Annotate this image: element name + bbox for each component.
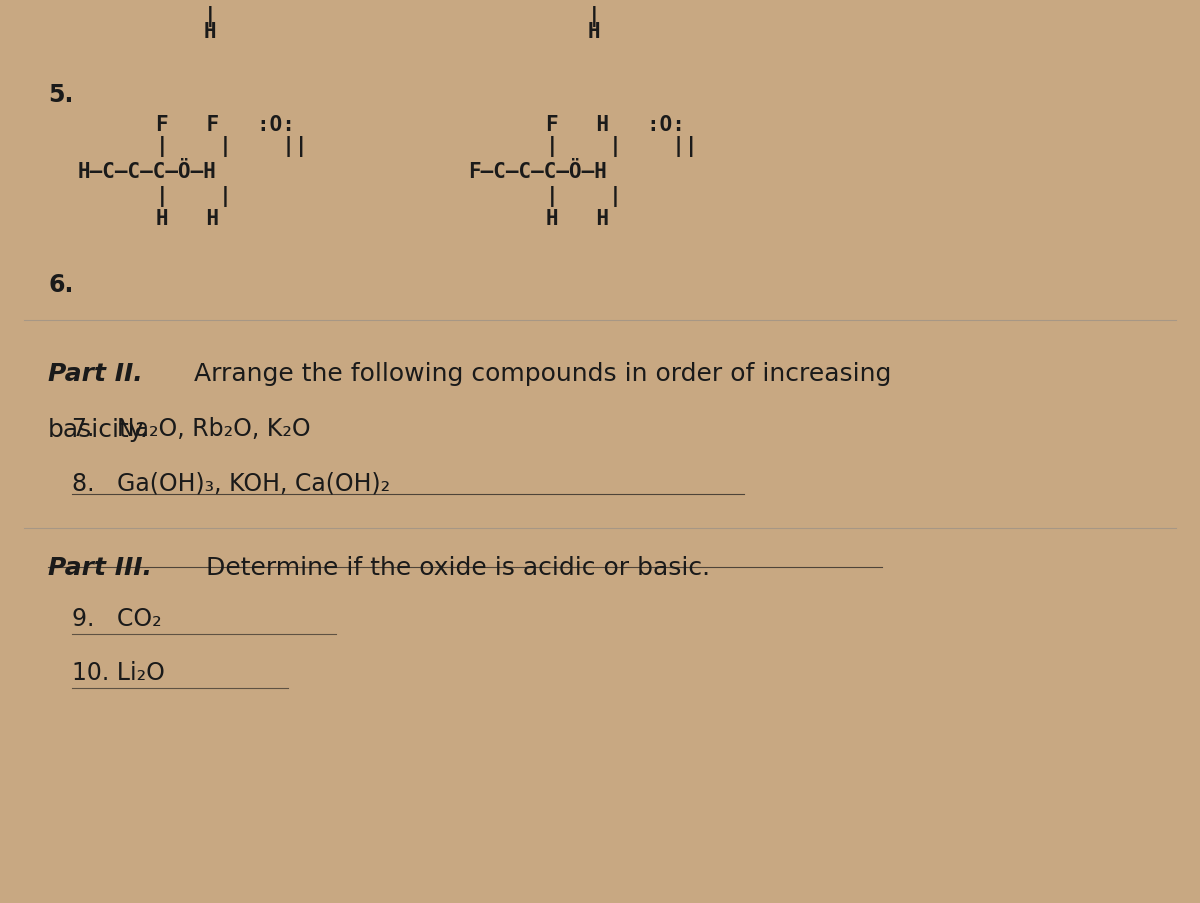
Text: Determine if the oxide is acidic or basic.: Determine if the oxide is acidic or basi… (198, 555, 710, 580)
Text: 8.   Ga(OH)₃, KOH, Ca(OH)₂: 8. Ga(OH)₃, KOH, Ca(OH)₂ (72, 471, 390, 495)
Text: 7.   Na₂O, Rb₂O, K₂O: 7. Na₂O, Rb₂O, K₂O (72, 417, 311, 441)
Text: F   F   :O:: F F :O: (156, 115, 295, 135)
Text: |    |: | | (546, 185, 622, 207)
Text: |    |: | | (156, 185, 232, 207)
Text: basicity.: basicity. (48, 417, 149, 442)
Text: H–C–C–C–Ö–H: H–C–C–C–Ö–H (78, 162, 217, 182)
Text: 5.: 5. (48, 83, 73, 107)
Text: H   H: H H (546, 209, 610, 228)
Text: |    |    ||: | | || (156, 135, 307, 157)
Text: 6.: 6. (48, 273, 73, 296)
Text: |: | (204, 5, 216, 27)
Text: 9.   CO₂: 9. CO₂ (72, 607, 162, 630)
Text: F–C–C–C–Ö–H: F–C–C–C–Ö–H (468, 162, 607, 182)
Text: |: | (588, 5, 600, 27)
Text: Part III.: Part III. (48, 555, 152, 580)
Text: H: H (588, 22, 600, 42)
Text: |    |    ||: | | || (546, 135, 697, 157)
Text: 10. Li₂O: 10. Li₂O (72, 661, 164, 684)
Text: Part II.: Part II. (48, 361, 143, 386)
Text: F   H   :O:: F H :O: (546, 115, 685, 135)
Text: H: H (204, 22, 216, 42)
Text: Arrange the following compounds in order of increasing: Arrange the following compounds in order… (186, 361, 892, 386)
Text: H   H: H H (156, 209, 220, 228)
